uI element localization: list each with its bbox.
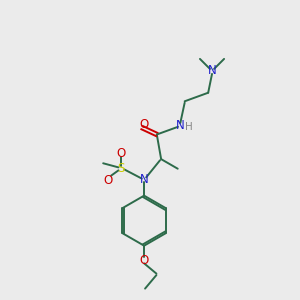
- Text: S: S: [118, 162, 125, 176]
- Text: O: O: [117, 147, 126, 160]
- Text: N: N: [176, 119, 185, 132]
- Text: O: O: [103, 174, 112, 187]
- Text: O: O: [140, 254, 149, 267]
- Text: N: N: [208, 64, 216, 77]
- Text: O: O: [139, 118, 148, 130]
- Text: N: N: [140, 173, 148, 186]
- Text: H: H: [185, 122, 192, 132]
